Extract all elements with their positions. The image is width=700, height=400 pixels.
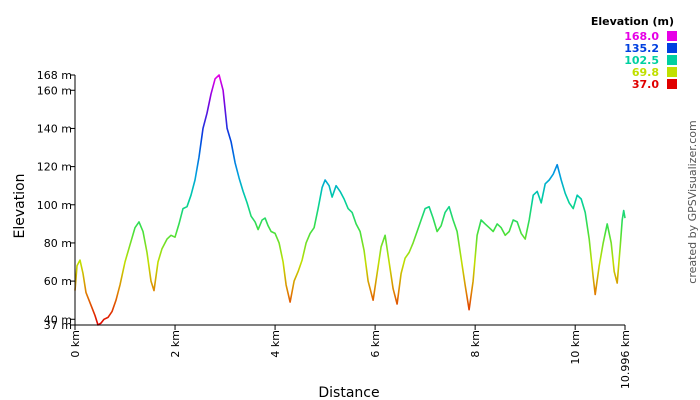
y-axis-title: Elevation xyxy=(12,173,28,238)
legend-swatch xyxy=(667,67,677,77)
profile-layer xyxy=(74,74,626,326)
legend-swatch xyxy=(667,43,677,53)
y-tick-label: 40 m xyxy=(44,313,72,326)
legend-swatch xyxy=(667,31,677,41)
y-tick-label: 168 m xyxy=(37,69,72,82)
x-tick-label: 6 km xyxy=(369,330,382,358)
y-tick-label: 60 m xyxy=(44,275,72,288)
x-tick-label: 2 km xyxy=(169,330,182,358)
x-tick-label: 10.996 km xyxy=(619,330,632,389)
y-tick-label: 120 m xyxy=(37,161,72,174)
legend-entry-label: 135.2 xyxy=(624,42,659,55)
credit-text: created by GPSVisualizer.com xyxy=(686,120,699,283)
legend-swatch xyxy=(667,55,677,65)
y-tick-label: 100 m xyxy=(37,199,72,212)
axes-layer: 37 m40 m 60 m 80 m 100 m 120 m 140 m 160 m 168 … xyxy=(37,69,632,389)
elevation-profile-line-0 xyxy=(74,74,626,326)
x-tick-label: 4 km xyxy=(269,330,282,358)
legend-title: Elevation (m) xyxy=(591,15,674,28)
legend-entry-label: 168.0 xyxy=(624,30,659,43)
legend-entry-label: 102.5 xyxy=(624,54,659,67)
y-tick-label: 37 m xyxy=(44,319,72,332)
y-tick-label: 80 m xyxy=(44,237,72,250)
legend-entry-label: 37.0 xyxy=(632,78,659,91)
x-tick-label: 10 km xyxy=(569,330,582,365)
x-tick-label: 8 km xyxy=(469,330,482,358)
y-tick-label: 140 m xyxy=(37,122,72,135)
legend-swatch xyxy=(667,79,677,89)
legend-entry-label: 69.8 xyxy=(632,66,659,79)
x-axis-title: Distance xyxy=(318,385,379,400)
y-tick-label: 160 m xyxy=(37,84,72,97)
x-tick-label: 0 km xyxy=(69,330,82,358)
